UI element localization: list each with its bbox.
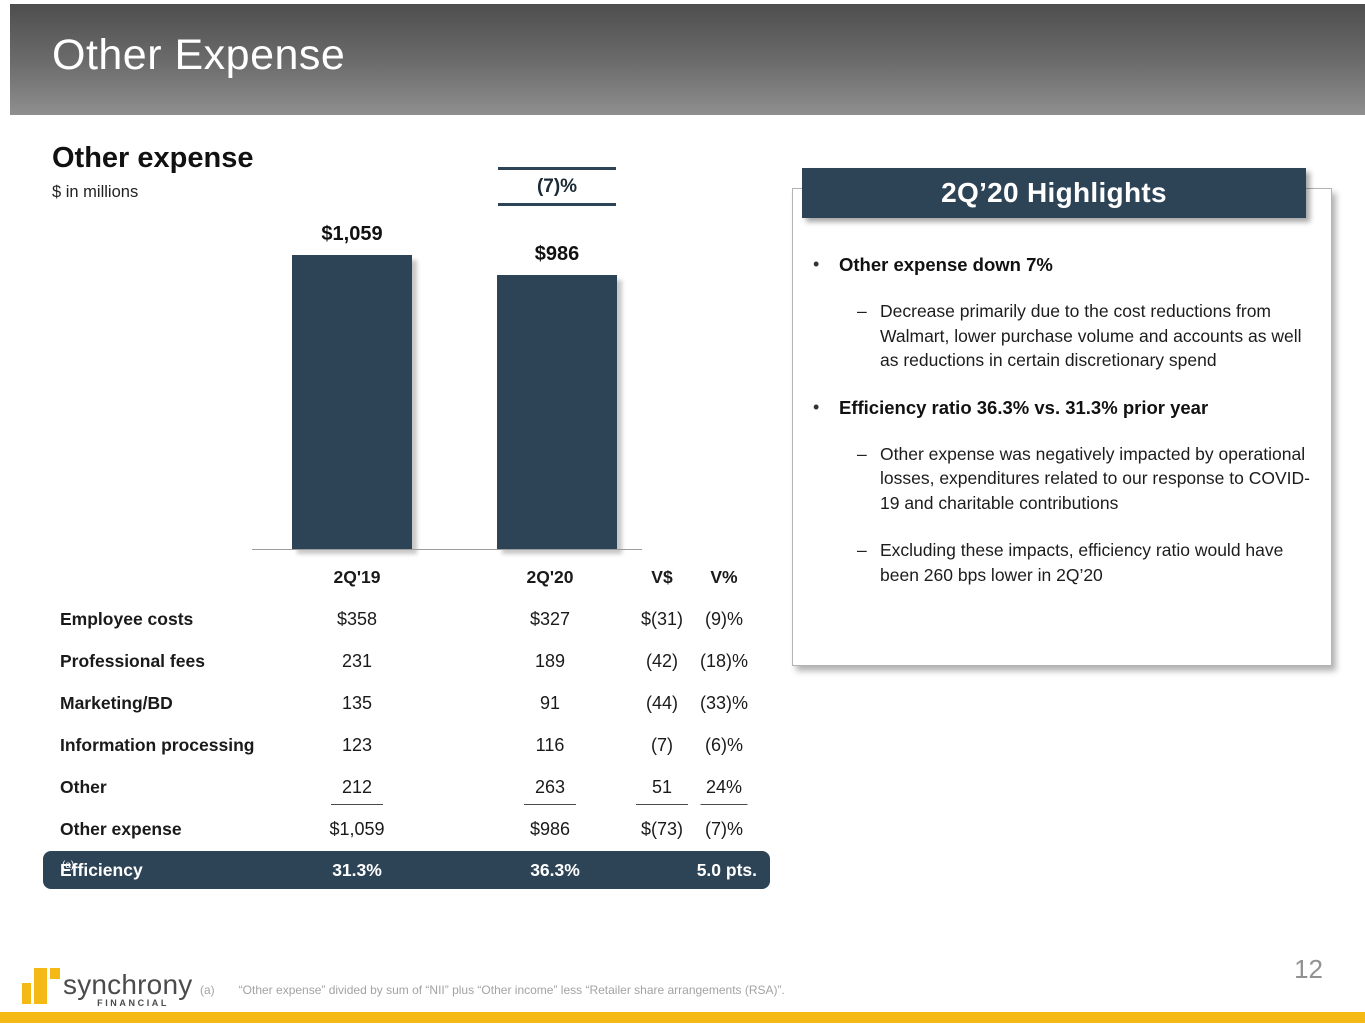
row-label: Other expense: [60, 818, 182, 839]
bar-2q20-column: [497, 275, 617, 549]
row-label: Information processing: [60, 734, 255, 755]
chart-units-label: $ in millions: [52, 183, 139, 201]
efficiency-row: Efficiency (a) 31.3% 36.3% 5.0 pts.: [43, 851, 770, 889]
chart-title: Other expense: [52, 142, 254, 174]
highlight-text: Other expense down 7%: [839, 254, 1053, 275]
cell-vpercent: 24%: [693, 766, 755, 808]
efficiency-label-text: Efficiency: [60, 859, 143, 880]
cell-vdollar: 51: [631, 766, 693, 808]
header-2q20: 2Q'20: [526, 566, 574, 587]
badge-bottom-line: [498, 203, 616, 206]
cell-vpercent: (33)%: [699, 692, 748, 713]
efficiency-delta-value: 5.0 pts.: [696, 859, 757, 880]
highlight-sub-text: Other expense was negatively impacted by…: [880, 443, 1310, 513]
highlight-text: Efficiency ratio 36.3% vs. 31.3% prior y…: [839, 396, 1209, 418]
cell-2q20: 91: [539, 692, 561, 713]
cell-2q20: 263: [493, 766, 607, 808]
synchrony-logo-icon: [34, 968, 47, 1004]
cell-2q19: 212: [300, 766, 414, 808]
synchrony-logo-icon: [50, 968, 60, 979]
logo-division-text: FINANCIAL: [97, 998, 169, 1008]
footnote-text: “Other expense” divided by sum of “NII” …: [238, 983, 785, 997]
dash-icon: –: [857, 301, 867, 321]
synchrony-logo: synchrony FINANCIAL: [63, 969, 193, 1009]
highlights-header: 2Q’20 Highlights: [802, 168, 1306, 218]
cell-vdollar: (7): [651, 734, 673, 755]
cell-vpercent: (18)%: [699, 650, 748, 671]
page-number: 12: [1294, 954, 1323, 984]
highlight-sub-bullet: – Decrease primarily due to the cost red…: [857, 299, 1315, 373]
change-badge-value: (7)%: [536, 176, 578, 197]
efficiency-footnote-ref: (a): [62, 859, 75, 871]
header-vpercent: V%: [710, 566, 738, 587]
row-label: Marketing/BD: [60, 692, 173, 713]
cell-2q19: 231: [341, 650, 373, 671]
table-row: Information processing 123 116 (7) (6)%: [60, 724, 770, 766]
highlight-sub-bullet: – Other expense was negatively impacted …: [857, 442, 1315, 516]
bar-2q20: $986: [497, 243, 617, 549]
page-title: Other Expense: [52, 31, 346, 79]
bar-2q20-value-label: $986: [534, 243, 580, 265]
row-label: Employee costs: [60, 608, 194, 629]
cell-2q19: $1,059: [329, 818, 385, 839]
table-row: Professional fees 231 189 (42) (18)%: [60, 640, 770, 682]
header-2q19: 2Q'19: [333, 566, 381, 587]
cell-2q19: 123: [341, 734, 373, 755]
cell-vdollar: $(73): [640, 818, 684, 839]
highlights-content: • Other expense down 7% – Decrease prima…: [793, 189, 1331, 587]
expense-table: 2Q'19 2Q'20 V$ V% Employee costs $358 $3…: [60, 556, 770, 850]
row-label: Other: [60, 776, 107, 797]
cell-2q20: $327: [529, 608, 571, 629]
change-badge: (7)%: [498, 167, 616, 206]
bar-2q19: $1,059: [292, 223, 412, 549]
badge-top-line: [498, 167, 616, 170]
highlight-sub-text: Decrease primarily due to the cost reduc…: [880, 301, 1302, 370]
slide-title-bar: Other Expense: [10, 4, 1365, 115]
bullet-icon: •: [813, 254, 820, 274]
cell-vpercent: (7)%: [704, 818, 743, 839]
cell-2q19: 135: [341, 692, 373, 713]
cell-2q20: 189: [534, 650, 566, 671]
chart-baseline: [252, 549, 642, 550]
bar-2q19-column: [292, 255, 412, 549]
footnote-marker: (a): [200, 983, 215, 997]
footer-accent-bar: [0, 1012, 1365, 1023]
efficiency-label: Efficiency (a): [60, 851, 143, 889]
bullet-icon: •: [813, 396, 820, 417]
row-label: Professional fees: [60, 650, 205, 671]
efficiency-2q20-value: 36.3%: [530, 859, 580, 880]
dash-icon: –: [857, 540, 867, 560]
cell-2q19: $358: [336, 608, 378, 629]
highlight-sub-text: Excluding these impacts, efficiency rati…: [880, 540, 1284, 585]
table-row: Employee costs $358 $327 $(31) (9)%: [60, 598, 770, 640]
cell-2q20: 116: [535, 734, 565, 755]
highlight-bullet: • Efficiency ratio 36.3% vs. 31.3% prior…: [813, 396, 1315, 419]
highlights-panel: • Other expense down 7% – Decrease prima…: [792, 188, 1332, 666]
table-row-total: Other expense $1,059 $986 $(73) (7)%: [60, 808, 770, 850]
table-header-row: 2Q'19 2Q'20 V$ V%: [60, 556, 770, 598]
synchrony-logo-icon: [22, 983, 31, 1004]
header-vdollar: V$: [651, 566, 673, 587]
cell-vdollar: (42): [645, 650, 678, 671]
logo-brand-text: synchrony: [63, 969, 193, 1000]
table-row-other-subtotal: Other 212 263 51 24%: [60, 766, 770, 808]
bar-2q19-value-label: $1,059: [321, 223, 383, 245]
efficiency-2q19-value: 31.3%: [332, 859, 382, 880]
highlight-bullet: • Other expense down 7%: [813, 253, 1315, 276]
dash-icon: –: [857, 443, 867, 464]
cell-vdollar: (44): [645, 692, 678, 713]
cell-vpercent: (9)%: [704, 608, 743, 629]
cell-vpercent: (6)%: [704, 734, 743, 755]
footnote: (a) “Other expense” divided by sum of “NI…: [200, 983, 785, 997]
highlight-sub-bullet: – Excluding these impacts, efficiency ra…: [857, 538, 1315, 587]
cell-2q20: $986: [529, 818, 571, 839]
cell-vdollar: $(31): [640, 608, 684, 629]
table-row: Marketing/BD 135 91 (44) (33)%: [60, 682, 770, 724]
